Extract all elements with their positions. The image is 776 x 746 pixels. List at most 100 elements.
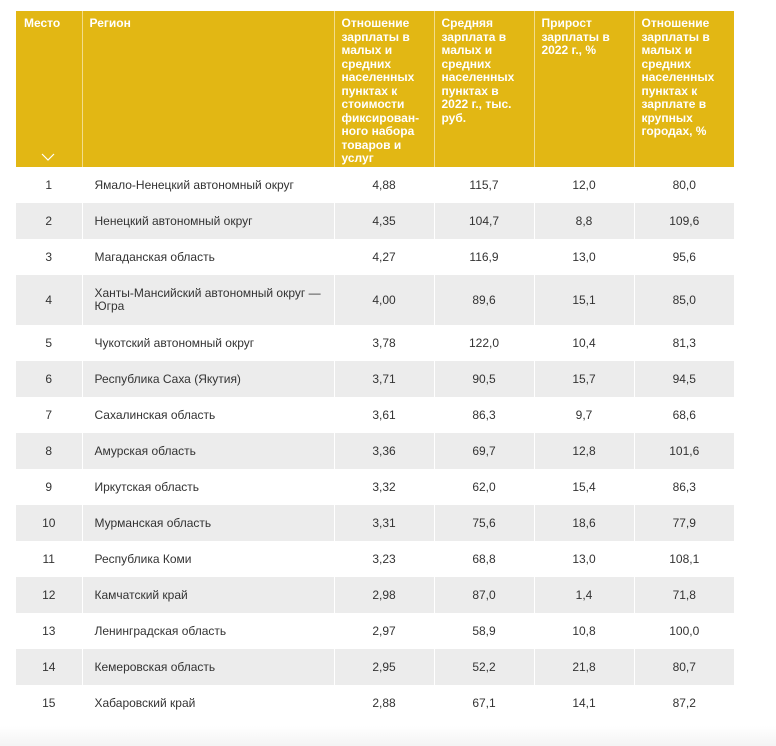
cell-growth: 9,7 (534, 397, 635, 433)
column-header-place[interactable]: Место (16, 11, 83, 167)
column-header-region[interactable]: Регион (82, 11, 335, 167)
cell-place: 3 (16, 239, 83, 275)
cell-place: 4 (16, 275, 83, 325)
cell-growth: 18,6 (534, 505, 635, 541)
table-row: 15 Хабаровский край 2,88 67,1 14,1 87,2 (16, 685, 734, 721)
cell-region: Ямало-Ненецкий автономный округ (82, 167, 335, 203)
cell-place: 9 (16, 469, 83, 505)
cell-ratio-cost: 4,27 (334, 239, 435, 275)
table-row: 7 Сахалинская область 3,61 86,3 9,7 68,6 (16, 397, 734, 433)
cell-place: 11 (16, 541, 83, 577)
cell-growth: 13,0 (534, 541, 635, 577)
cell-region: Ханты-Мансийский автономный округ — Югра (82, 275, 335, 325)
cell-growth: 21,8 (534, 649, 635, 685)
cell-ratio-cost: 2,95 (334, 649, 435, 685)
column-header-place-label: Место (24, 16, 61, 30)
table-body: 1 Ямало-Ненецкий автономный округ 4,88 115,… (16, 167, 734, 721)
cell-avg-salary: 86,3 (434, 397, 535, 433)
cell-ratio-cost: 3,32 (334, 469, 435, 505)
column-header-ratio-big-label: Отношение зарплаты в малых и средних нас… (641, 16, 715, 138)
cell-region: Мурманская область (82, 505, 335, 541)
cell-avg-salary: 89,6 (434, 275, 535, 325)
cell-growth: 15,7 (534, 361, 635, 397)
column-header-growth[interactable]: Прирост зарплаты в 2022 г., % (534, 11, 635, 167)
cell-growth: 15,4 (534, 469, 635, 505)
cell-ratio-cost: 4,88 (334, 167, 435, 203)
cell-ratio-big: 101,6 (634, 433, 734, 469)
header-row: Место Регион Отношение зарплаты в малых … (16, 11, 734, 167)
cell-place: 13 (16, 613, 83, 649)
cell-region: Республика Коми (82, 541, 335, 577)
cell-avg-salary: 68,8 (434, 541, 535, 577)
cell-ratio-big: 71,8 (634, 577, 734, 613)
table-row: 14 Кемеровская область 2,95 52,2 21,8 80,7 (16, 649, 734, 685)
cell-place: 14 (16, 649, 83, 685)
table-row: 13 Ленинградская область 2,97 58,9 10,8 100,0 (16, 613, 734, 649)
cell-ratio-cost: 4,35 (334, 203, 435, 239)
cell-avg-salary: 90,5 (434, 361, 535, 397)
cell-region: Республика Саха (Якутия) (82, 361, 335, 397)
cell-avg-salary: 67,1 (434, 685, 535, 721)
cell-avg-salary: 115,7 (434, 167, 535, 203)
cell-ratio-cost: 2,98 (334, 577, 435, 613)
table-row: 4 Ханты-Мансийский автономный округ — Югр… (16, 275, 734, 325)
table-row: 2 Ненецкий автономный округ 4,35 104,7 8,8 10… (16, 203, 734, 239)
cell-growth: 13,0 (534, 239, 635, 275)
cell-place: 8 (16, 433, 83, 469)
cell-ratio-big: 95,6 (634, 239, 734, 275)
table-row: 11 Республика Коми 3,23 68,8 13,0 108,1 (16, 541, 734, 577)
cell-growth: 15,1 (534, 275, 635, 325)
column-header-growth-label: Прирост зарплаты в 2022 г., % (541, 16, 610, 57)
cell-region: Кемеровская область (82, 649, 335, 685)
cell-growth: 1,4 (534, 577, 635, 613)
cell-growth: 12,0 (534, 167, 635, 203)
cell-ratio-big: 85,0 (634, 275, 734, 325)
cell-ratio-big: 68,6 (634, 397, 734, 433)
cell-ratio-cost: 3,23 (334, 541, 435, 577)
column-header-ratio-cost[interactable]: Отношение зарплаты в малых и средних нас… (334, 11, 435, 167)
cell-avg-salary: 116,9 (434, 239, 535, 275)
cell-avg-salary: 75,6 (434, 505, 535, 541)
cell-ratio-big: 80,0 (634, 167, 734, 203)
cell-ratio-cost: 3,71 (334, 361, 435, 397)
table-row: 3 Магаданская область 4,27 116,9 13,0 95,6 (16, 239, 734, 275)
column-header-avg-salary[interactable]: Средняя зарплата в малых и средних насел… (434, 11, 535, 167)
ranking-table: Место Регион Отношение зарплаты в малых … (16, 11, 734, 721)
cell-region: Магаданская область (82, 239, 335, 275)
table-row: 1 Ямало-Ненецкий автономный округ 4,88 115,… (16, 167, 734, 203)
cell-avg-salary: 52,2 (434, 649, 535, 685)
cell-place: 2 (16, 203, 83, 239)
cell-growth: 14,1 (534, 685, 635, 721)
cell-region: Камчатский край (82, 577, 335, 613)
cell-avg-salary: 62,0 (434, 469, 535, 505)
cell-ratio-big: 109,6 (634, 203, 734, 239)
cell-ratio-big: 108,1 (634, 541, 734, 577)
cell-region: Иркутская область (82, 469, 335, 505)
cell-growth: 10,4 (534, 325, 635, 361)
cell-avg-salary: 122,0 (434, 325, 535, 361)
cell-ratio-big: 94,5 (634, 361, 734, 397)
column-header-avg-salary-label: Средняя зарплата в малых и средних насел… (441, 16, 515, 125)
cell-ratio-big: 81,3 (634, 325, 734, 361)
cell-place: 15 (16, 685, 83, 721)
cell-ratio-cost: 3,78 (334, 325, 435, 361)
cell-ratio-cost: 2,97 (334, 613, 435, 649)
cell-region: Хабаровский край (82, 685, 335, 721)
column-header-region-label: Регион (89, 16, 131, 30)
table-row: 9 Иркутская область 3,32 62,0 15,4 86,3 (16, 469, 734, 505)
table-row: 10 Мурманская область 3,31 75,6 18,6 77,9 (16, 505, 734, 541)
chevron-down-icon[interactable] (41, 153, 55, 161)
cell-avg-salary: 58,9 (434, 613, 535, 649)
table-row: 6 Республика Саха (Якутия) 3,71 90,5 15,7 94,… (16, 361, 734, 397)
cell-place: 6 (16, 361, 83, 397)
cell-place: 10 (16, 505, 83, 541)
table-row: 5 Чукотский автономный округ 3,78 122,0 10,4… (16, 325, 734, 361)
cell-growth: 8,8 (534, 203, 635, 239)
column-header-ratio-cost-label: Отношение зарплаты в малых и средних нас… (341, 16, 420, 165)
column-header-ratio-big[interactable]: Отношение зарплаты в малых и средних нас… (634, 11, 734, 167)
cell-ratio-big: 87,2 (634, 685, 734, 721)
cell-ratio-cost: 4,00 (334, 275, 435, 325)
cell-region: Амурская область (82, 433, 335, 469)
table-row: 8 Амурская область 3,36 69,7 12,8 101,6 (16, 433, 734, 469)
cell-avg-salary: 69,7 (434, 433, 535, 469)
